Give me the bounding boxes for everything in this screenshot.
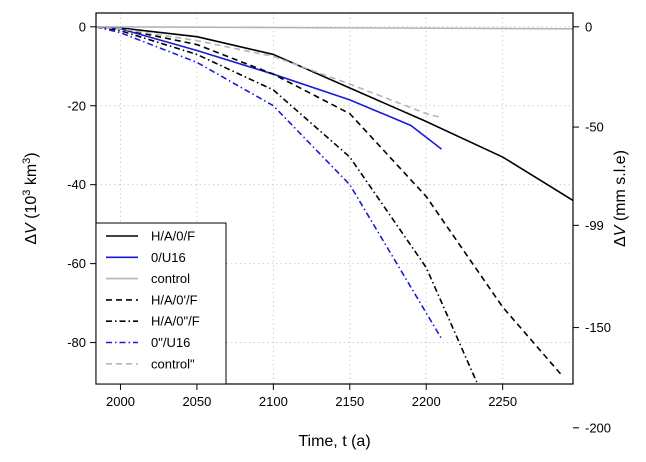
right-axis-title-var: V: [612, 224, 629, 236]
series-layer: [96, 26, 573, 383]
series-line-1: [96, 26, 443, 150]
legend-label-0: H/A/0/F: [151, 229, 195, 244]
x-tick-label-3: 2150: [335, 394, 364, 409]
y-tick-label-2: -40: [67, 177, 86, 192]
y-axis-title-close: ): [23, 152, 40, 157]
legend-label-3: H/A/0'/F: [151, 292, 198, 307]
ticks: 2000 2050 2100 2150 2200 2250 0 -20 -40 -60 -80 0 -5…: [67, 19, 611, 435]
legend-label-6: control": [151, 356, 195, 371]
right-tick-label-3: -150: [585, 320, 611, 335]
x-tick-label-2: 2100: [259, 394, 288, 409]
y-axis-title-open: (10: [23, 196, 40, 224]
legend-label-5: 0"/U16: [151, 335, 190, 350]
right-tick-label-0: 0: [585, 19, 592, 34]
x-tick-label-4: 2200: [412, 394, 441, 409]
right-tick-label-2: -99: [585, 218, 604, 233]
legend-label-2: control: [151, 271, 190, 286]
series-line-5: [96, 26, 443, 340]
y-axis-title-var: V: [23, 222, 40, 234]
series-line-2: [96, 26, 573, 30]
x-tick-label-5: 2250: [488, 394, 517, 409]
x-tick-label-0: 2000: [106, 394, 135, 409]
plot-frame: [95, 12, 574, 385]
y-axis-title: ΔV (103 km3): [21, 152, 40, 244]
right-axis-title-prefix: Δ: [612, 236, 629, 247]
series-line-0: [96, 26, 573, 202]
legend-label-4: H/A/0"/F: [151, 314, 200, 329]
right-axis-title-rest: (mm s.l.e): [612, 150, 629, 226]
right-axis-title: ΔV (mm s.l.e): [612, 150, 629, 247]
legend-label-1: 0/U16: [151, 250, 186, 265]
y-axis-title-prefix: Δ: [23, 234, 40, 245]
right-tick-label-4: -200: [585, 420, 611, 435]
series-line-6: [96, 26, 442, 119]
legend-box: [95, 222, 227, 385]
right-tick-label-1: -50: [585, 120, 604, 135]
x-tick-label-1: 2050: [182, 394, 211, 409]
y-tick-label-1: -20: [67, 98, 86, 113]
legend: H/A/0/F 0/U16 control H/A/0'/F H/A/0"/F 0"/U1…: [95, 222, 227, 385]
series-line-3: [96, 26, 562, 375]
y-axis-title-unit: km: [23, 164, 40, 190]
y-tick-label-3: -60: [67, 256, 86, 271]
y-tick-label-4: -80: [67, 335, 86, 350]
y-tick-label-0: 0: [79, 19, 86, 34]
y-axis-title-sup2: 3: [21, 158, 33, 164]
x-axis-title: Time, t (a): [298, 433, 370, 450]
y-axis-title-sup: 3: [21, 190, 33, 196]
series-line-4: [96, 26, 478, 383]
